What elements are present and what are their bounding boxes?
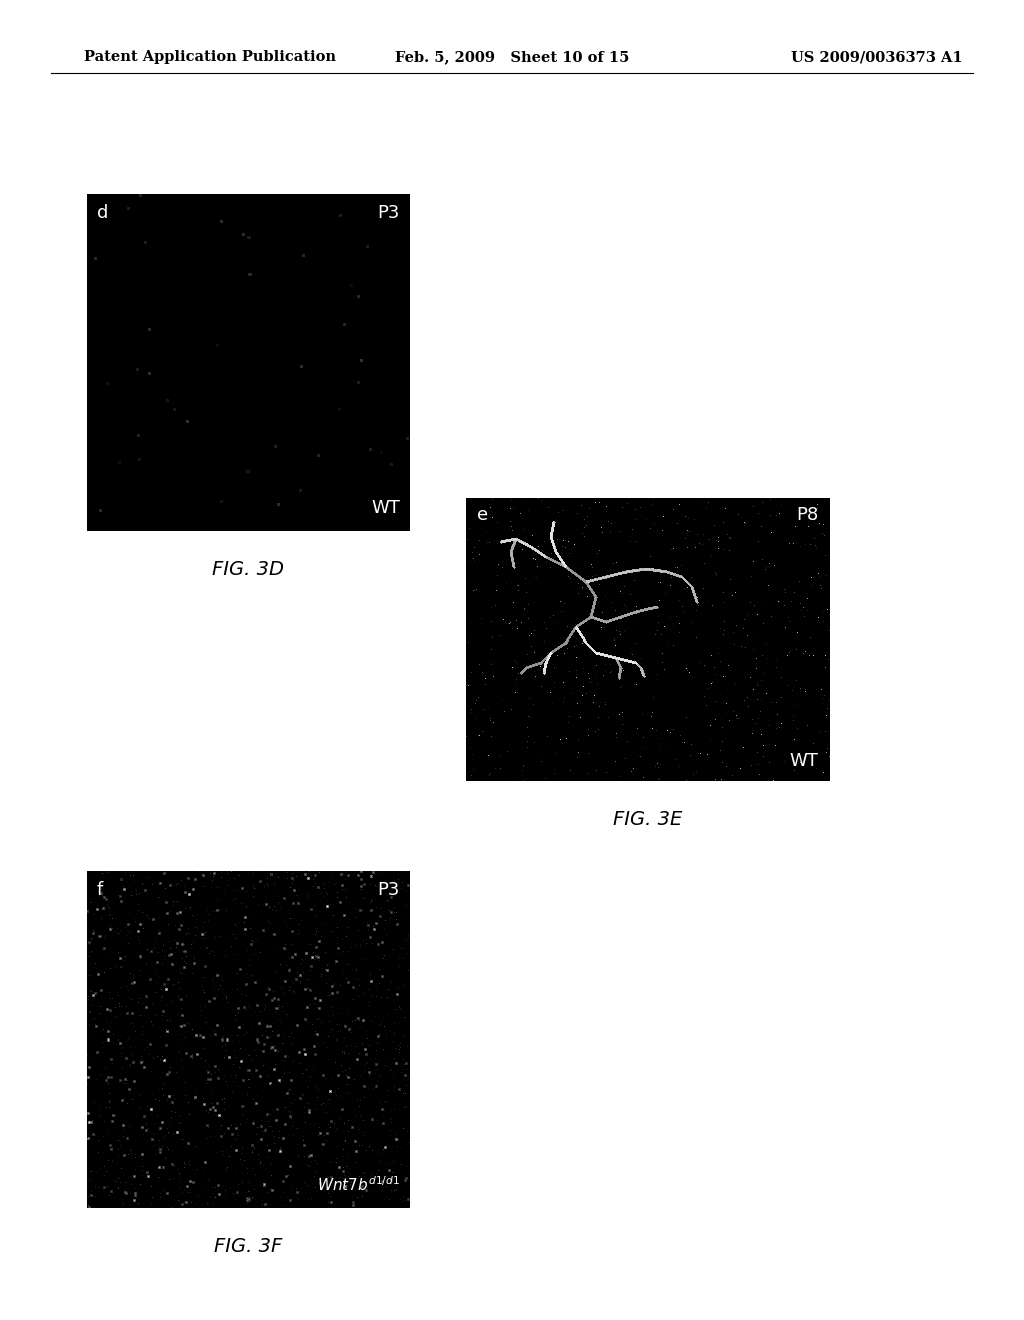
Text: P8: P8 [797, 506, 818, 524]
Text: FIG. 3D: FIG. 3D [212, 560, 285, 578]
Text: US 2009/0036373 A1: US 2009/0036373 A1 [791, 50, 963, 65]
Text: d: d [96, 205, 109, 222]
Text: Patent Application Publication: Patent Application Publication [84, 50, 336, 65]
Text: WT: WT [371, 499, 400, 517]
Text: $\it{Wnt7b}^{d1/d1}$: $\it{Wnt7b}^{d1/d1}$ [317, 1176, 400, 1195]
Text: Feb. 5, 2009   Sheet 10 of 15: Feb. 5, 2009 Sheet 10 of 15 [395, 50, 629, 65]
Text: e: e [477, 506, 488, 524]
Text: FIG. 3F: FIG. 3F [214, 1237, 283, 1255]
Text: WT: WT [790, 752, 818, 770]
Text: P3: P3 [378, 882, 400, 899]
Text: FIG. 3E: FIG. 3E [613, 810, 682, 829]
Text: f: f [96, 882, 103, 899]
Text: P3: P3 [378, 205, 400, 222]
